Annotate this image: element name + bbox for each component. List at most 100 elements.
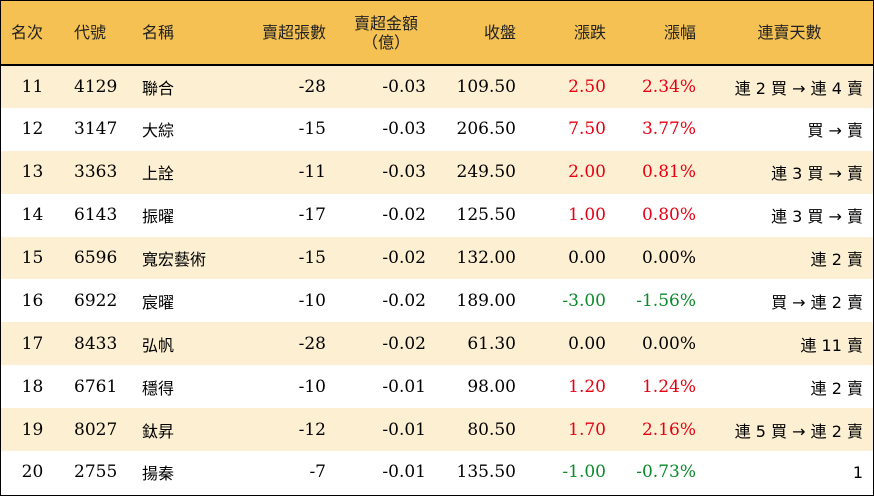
- cell-streak: 1: [852, 462, 863, 482]
- header-name: 名稱: [132, 1, 224, 66]
- cell-sell-lots: -11: [298, 162, 326, 183]
- cell-rank: 16: [21, 290, 44, 311]
- cell-sell-amount: -0.03: [382, 162, 426, 183]
- cell-code: 6761: [74, 376, 118, 397]
- cell-name: 鈦昇: [142, 421, 175, 441]
- cell-sell-lots: -15: [298, 248, 326, 268]
- cell-streak: 連 2 買 → 連 4 賣: [734, 78, 863, 98]
- header-code: 代號: [64, 1, 132, 66]
- table-row: 17 8433 弘帆 -28 -0.02 61.30 0.00 0.00% 連 11 賣: [1, 322, 873, 366]
- cell-sell-lots: -10: [298, 290, 326, 311]
- table-row: 16 6922 宸曜 -10 -0.02 189.00 -3.00 -1.56% 買 → 連 2…: [1, 279, 873, 323]
- cell-code: 6922: [74, 290, 118, 311]
- header-change: 漲跌: [526, 1, 616, 66]
- cell-rank: 14: [21, 205, 44, 226]
- header-streak: 連賣天數: [706, 1, 873, 66]
- cell-rank: 19: [21, 419, 44, 440]
- cell-change: 0.00: [568, 333, 606, 354]
- cell-pct: -0.73%: [636, 462, 696, 483]
- cell-close: 206.50: [456, 119, 516, 140]
- cell-pct: 3.77%: [641, 119, 696, 140]
- header-row: 名次 代號 名稱 賣超張數 賣超金額 （億） 收盤 漲跌 漲幅 連賣天數: [1, 1, 873, 66]
- cell-pct: 0.00%: [641, 248, 696, 268]
- cell-streak: 買 → 賣: [807, 121, 863, 141]
- cell-name: 寬宏藝術: [142, 250, 207, 269]
- cell-pct: 0.81%: [641, 162, 696, 183]
- cell-name: 宸曜: [142, 292, 175, 312]
- cell-code: 8027: [74, 419, 118, 440]
- cell-close: 125.50: [456, 205, 516, 226]
- cell-sell-lots: -28: [298, 333, 326, 354]
- cell-close: 189.00: [456, 290, 516, 311]
- cell-change: -1.00: [562, 462, 606, 483]
- cell-close: 132.00: [456, 248, 516, 268]
- cell-sell-amount: -0.02: [382, 333, 426, 354]
- cell-close: 61.30: [467, 333, 516, 354]
- cell-sell-amount: -0.01: [382, 376, 426, 397]
- cell-rank: 15: [21, 248, 44, 268]
- cell-sell-amount: -0.03: [382, 119, 426, 140]
- cell-change: 1.00: [568, 205, 606, 226]
- cell-sell-lots: -17: [298, 205, 326, 226]
- cell-close: 109.50: [456, 76, 516, 97]
- table-row: 15 6596 寬宏藝術 -15 -0.02 132.00 0.00 0.00% 連 2 賣: [1, 236, 873, 280]
- cell-pct: 0.00%: [641, 333, 696, 354]
- header-sell-lots: 賣超張數: [224, 1, 336, 66]
- cell-streak: 連 3 買 → 賣: [771, 207, 863, 227]
- cell-sell-lots: -10: [298, 376, 326, 397]
- cell-change: 0.00: [568, 248, 606, 268]
- cell-pct: 0.80%: [641, 205, 696, 226]
- cell-sell-amount: -0.02: [382, 205, 426, 226]
- cell-code: 3147: [74, 119, 118, 140]
- table-row: 13 3363 上詮 -11 -0.03 249.50 2.00 0.81% 連 3 買 → 賣: [1, 150, 873, 194]
- cell-rank: 18: [21, 376, 44, 397]
- cell-rank: 20: [21, 462, 44, 483]
- cell-streak: 連 3 買 → 賣: [771, 164, 863, 184]
- cell-rank: 12: [21, 119, 44, 140]
- cell-code: 8433: [74, 333, 118, 354]
- cell-change: 2.00: [568, 162, 606, 183]
- cell-sell-lots: -7: [309, 462, 326, 483]
- cell-streak: 買 → 連 2 賣: [771, 292, 863, 312]
- cell-code: 4129: [74, 76, 118, 97]
- cell-name: 振曜: [142, 207, 175, 227]
- header-sell-amount: 賣超金額 （億）: [336, 1, 436, 66]
- cell-change: 1.20: [568, 376, 606, 397]
- cell-sell-lots: -12: [298, 419, 326, 440]
- header-close: 收盤: [436, 1, 526, 66]
- cell-change: 1.70: [568, 419, 606, 440]
- cell-sell-amount: -0.01: [382, 419, 426, 440]
- cell-close: 249.50: [456, 162, 516, 183]
- cell-rank: 11: [21, 76, 44, 97]
- cell-change: 7.50: [568, 119, 606, 140]
- cell-name: 大綜: [142, 121, 175, 141]
- cell-sell-lots: -15: [298, 119, 326, 140]
- table-row: 14 6143 振曜 -17 -0.02 125.50 1.00 0.80% 連 3 買 → 賣: [1, 193, 873, 237]
- table-row: 11 4129 聯合 -28 -0.03 109.50 2.50 2.34% 連 2 買 → 連…: [1, 65, 873, 108]
- cell-streak: 連 11 賣: [800, 335, 863, 355]
- cell-streak: 連 2 賣: [810, 378, 863, 398]
- header-sell-amount-unit: （億）: [361, 32, 410, 52]
- cell-code: 2755: [74, 462, 118, 483]
- cell-name: 揚秦: [142, 464, 175, 484]
- cell-pct: 2.34%: [641, 76, 696, 97]
- cell-change: -3.00: [562, 290, 606, 311]
- cell-streak: 連 5 買 → 連 2 賣: [734, 421, 863, 441]
- cell-streak: 連 2 賣: [810, 250, 863, 269]
- cell-close: 80.50: [467, 419, 516, 440]
- table-body: 11 4129 聯合 -28 -0.03 109.50 2.50 2.34% 連 2 買 → 連…: [1, 65, 873, 494]
- cell-name: 上詮: [142, 164, 175, 184]
- cell-code: 3363: [74, 162, 118, 183]
- cell-name: 弘帆: [142, 335, 175, 355]
- cell-close: 98.00: [467, 376, 516, 397]
- header-sell-amount-label: 賣超金額: [353, 13, 418, 33]
- cell-pct: -1.56%: [636, 290, 696, 311]
- cell-close: 135.50: [456, 462, 516, 483]
- cell-rank: 17: [21, 333, 44, 354]
- table-row: 20 2755 揚秦 -7 -0.01 135.50 -1.00 -0.73% 1: [1, 451, 873, 494]
- cell-sell-lots: -28: [298, 76, 326, 97]
- cell-code: 6596: [74, 248, 118, 268]
- cell-code: 6143: [74, 205, 118, 226]
